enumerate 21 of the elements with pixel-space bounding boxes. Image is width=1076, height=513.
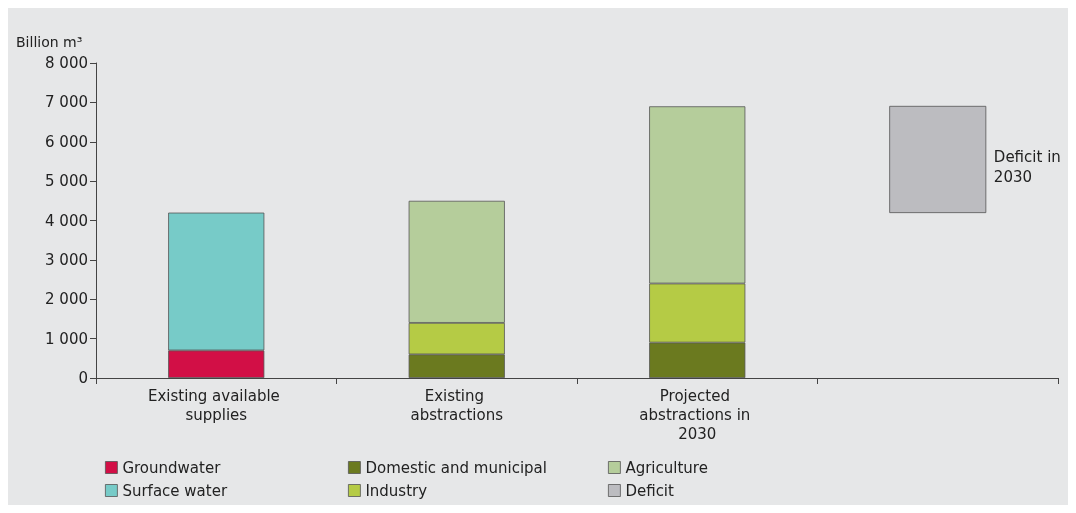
legend-label: Domestic and municipal <box>365 458 547 477</box>
x-tick-label: Existing available supplies <box>147 386 285 424</box>
x-tick-label: Existing abstractions <box>410 386 504 424</box>
legend-label: Deficit <box>625 481 675 500</box>
y-axis-title: Billion m³ <box>16 34 83 50</box>
y-tick-label: 6 000 <box>45 132 88 151</box>
y-tick-label: 8 000 <box>45 54 88 72</box>
y-tick-label: 2 000 <box>45 290 88 309</box>
legend-label: Agriculture <box>625 458 708 477</box>
y-tick-label: 4 000 <box>45 211 88 230</box>
y-tick-label: 7 000 <box>45 93 88 112</box>
legend-label: Industry <box>365 481 428 500</box>
y-tick-label: 0 <box>78 369 88 387</box>
legend-label: Groundwater <box>122 458 222 477</box>
y-tick-label: 3 000 <box>45 250 88 269</box>
legend-label: Surface water <box>122 481 228 500</box>
y-tick-label: 1 000 <box>45 329 88 348</box>
annotation: Deficit in 2030 <box>993 146 1062 187</box>
y-tick-label: 5 000 <box>45 172 88 191</box>
x-tick-label: Projected abstractions in 2030 <box>639 386 756 443</box>
bar <box>889 105 987 214</box>
